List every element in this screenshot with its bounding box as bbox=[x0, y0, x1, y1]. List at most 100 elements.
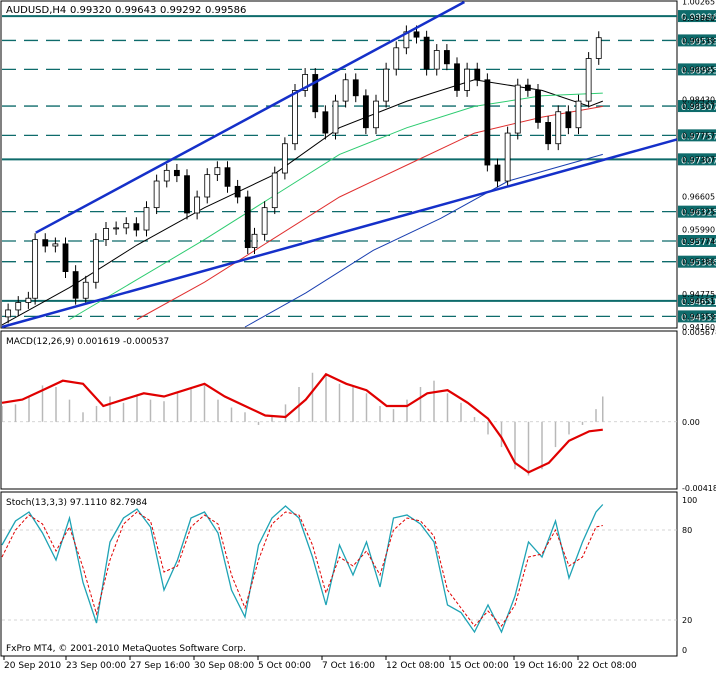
x-axis-tick-1: 23 Sep 00:00 bbox=[66, 661, 126, 671]
stoch-signal-line bbox=[1, 511, 603, 627]
stoch-label: Stoch(13,3,3) 97.1110 82.7984 bbox=[6, 498, 147, 508]
ohlc-close: 0.99586 bbox=[205, 5, 246, 16]
price-axis-tick-13: 0.94775 bbox=[682, 290, 715, 299]
candle-body-7 bbox=[62, 243, 69, 272]
candle-body-58 bbox=[575, 100, 582, 129]
candle-body-38 bbox=[373, 100, 379, 129]
copyright-text: FxPro MT4, © 2001-2010 MetaQuotes Softwa… bbox=[6, 644, 246, 654]
x-axis-tick-9: 22 Oct 08:00 bbox=[578, 661, 637, 671]
price-axis-tick-3: 0.98995 bbox=[682, 65, 715, 74]
candle-body-13 bbox=[123, 223, 130, 229]
trend-line-1 bbox=[1, 138, 678, 329]
candle-body-19 bbox=[184, 175, 190, 214]
candle-body-16 bbox=[153, 180, 160, 209]
candle-body-45 bbox=[443, 50, 450, 65]
candle-body-24 bbox=[234, 185, 241, 198]
level-badge-9 bbox=[678, 294, 716, 307]
price-axis-tick-8: 0.96605 bbox=[682, 193, 715, 202]
price-layer: 0.99996 0.99539 0.98995 0.98307 0.97757 0.973… bbox=[1, 0, 716, 332]
candle-body-8 bbox=[72, 271, 79, 299]
candle-body-55 bbox=[545, 122, 552, 145]
candle-body-12 bbox=[113, 227, 120, 230]
moving-average-2 bbox=[136, 105, 603, 320]
level-label-7: 0.95774 bbox=[681, 238, 716, 248]
candle-body-53 bbox=[524, 84, 531, 91]
level-label-8: 0.95386 bbox=[681, 259, 716, 269]
candle-body-29 bbox=[281, 143, 288, 174]
candle-body-42 bbox=[413, 31, 420, 38]
candle-body-2 bbox=[15, 302, 22, 311]
price-panel bbox=[0, 0, 678, 329]
candle-body-6 bbox=[52, 243, 59, 247]
level-label-2: 0.98995 bbox=[681, 66, 716, 76]
macd-signal-line bbox=[1, 372, 603, 474]
candle-body-40 bbox=[393, 47, 400, 70]
candle-body-51 bbox=[504, 132, 511, 182]
price-axis-tick-0: 1.00265 bbox=[682, 0, 715, 7]
price-axis-tick-9: 0.96325 bbox=[682, 208, 715, 217]
candle-body-14 bbox=[133, 223, 140, 231]
x-axis-tick-3: 30 Sep 08:00 bbox=[194, 661, 254, 671]
level-label-6: 0.96325 bbox=[681, 209, 716, 219]
stoch-panel bbox=[0, 491, 678, 657]
macd-axis-tick-1: 0.00 bbox=[682, 418, 700, 427]
level-badge-5 bbox=[678, 153, 716, 166]
candle-body-18 bbox=[173, 169, 180, 177]
candle-body-48 bbox=[474, 68, 481, 81]
level-badge-8 bbox=[678, 255, 716, 268]
candle-body-47 bbox=[464, 68, 471, 91]
price-axis-tick-4: 0.98430 bbox=[682, 96, 715, 105]
price-axis-tick-10: 0.95990 bbox=[682, 226, 715, 235]
trend-line-0 bbox=[35, 0, 465, 234]
level-badge-0 bbox=[678, 10, 716, 23]
candle-body-44 bbox=[433, 50, 440, 70]
stoch-axis-tick-2: 20 bbox=[682, 616, 692, 625]
price-axis-tick-6: 0.97757 bbox=[682, 131, 715, 140]
candle-body-57 bbox=[565, 111, 572, 129]
candle-body-11 bbox=[103, 228, 109, 241]
candle-body-46 bbox=[454, 63, 460, 91]
stoch-axis-tick-3: 0 bbox=[682, 646, 687, 655]
level-badge-7 bbox=[678, 235, 716, 248]
candle-body-32 bbox=[312, 74, 319, 113]
level-label-1: 0.99539 bbox=[681, 37, 716, 47]
price-axis-tick-5: 0.98307 bbox=[682, 102, 715, 111]
price-axis-tick-12: 0.95386 bbox=[682, 258, 715, 267]
candle-body-37 bbox=[362, 95, 369, 129]
candle-body-17 bbox=[163, 169, 170, 182]
x-axis-tick-8: 19 Oct 16:00 bbox=[514, 661, 573, 671]
candle-body-39 bbox=[383, 68, 390, 102]
candle-body-30 bbox=[292, 90, 298, 145]
stoch-main-line bbox=[1, 504, 604, 634]
candle-body-23 bbox=[224, 167, 231, 187]
candle-body-3 bbox=[25, 297, 32, 303]
macd-axis-tick-0: 0.005678 bbox=[682, 328, 716, 337]
x-axis-tick-2: 27 Sep 16:00 bbox=[130, 661, 190, 671]
candle-body-36 bbox=[352, 79, 359, 97]
stoch-axis-tick-1: 80 bbox=[682, 526, 692, 535]
candle-body-1 bbox=[5, 309, 12, 318]
x-axis-tick-0: 20 Sep 2010 bbox=[4, 661, 61, 671]
price-axis-tick-15: 0.94359 bbox=[682, 312, 715, 321]
level-label-0: 0.99996 bbox=[681, 13, 716, 23]
candle-body-4 bbox=[32, 239, 39, 299]
ohlc-open: 0.99320 bbox=[70, 5, 111, 16]
stoch-layer: 100 80 20 0 bbox=[1, 496, 697, 655]
stoch-axis-tick-0: 100 bbox=[682, 496, 697, 505]
candle-body-10 bbox=[92, 239, 99, 283]
x-axis: 20 Sep 2010 23 Sep 00:00 27 Sep 16:00 30 Se… bbox=[3, 656, 637, 671]
price-axis-tick-11: 0.95774 bbox=[682, 237, 715, 246]
ohlc-high: 0.99643 bbox=[115, 5, 156, 16]
price-axis-tick-16: 0.94160 bbox=[682, 323, 715, 332]
price-axis-tick-1: 0.99960 bbox=[682, 14, 715, 23]
candle-body-59 bbox=[585, 58, 592, 102]
candle-body-26 bbox=[251, 233, 258, 249]
candle-body-5 bbox=[42, 239, 49, 247]
macd-layer: 0.005678 0.00 -0.004188 bbox=[1, 328, 716, 493]
candle-body-25 bbox=[244, 196, 251, 249]
x-axis-tick-4: 5 Oct 00:00 bbox=[258, 661, 311, 671]
candle-body-49 bbox=[484, 79, 491, 166]
level-label-10: 0.94359 bbox=[681, 313, 716, 323]
